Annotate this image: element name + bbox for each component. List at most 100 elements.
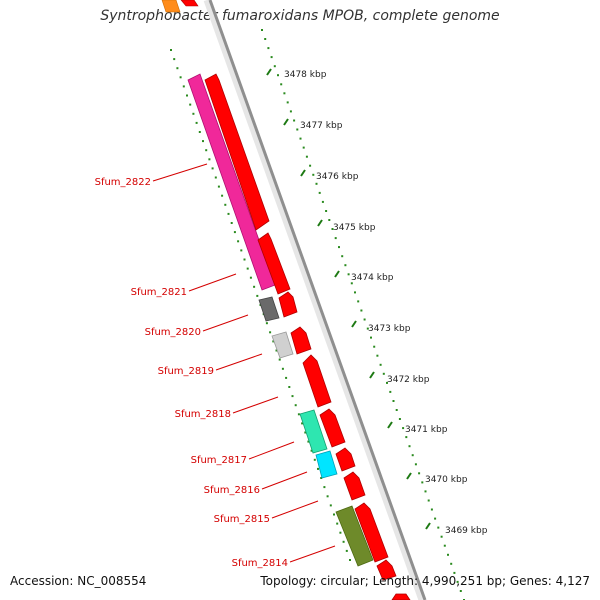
scale-label: 3473 kbp bbox=[368, 324, 411, 334]
scale-dot bbox=[421, 481, 424, 484]
scale-dot bbox=[443, 544, 446, 547]
scale-dot bbox=[354, 291, 356, 294]
gene-arrow-10[interactable] bbox=[376, 559, 397, 581]
gene-arrow-2[interactable] bbox=[257, 232, 291, 295]
scale-dot bbox=[313, 458, 316, 461]
gene-arrow-3[interactable] bbox=[278, 291, 298, 318]
scale-dot bbox=[329, 504, 332, 507]
map-title: Syntrophobacter fumaroxidans MPOB, compl… bbox=[100, 8, 500, 24]
gene-bar-sfum-2819[interactable] bbox=[271, 331, 294, 359]
scale-dot bbox=[370, 336, 372, 339]
topology-text: Topology: circular; Length: 4,990,251 bp… bbox=[260, 574, 590, 588]
gene-label-sfum-2817[interactable]: Sfum_2817 bbox=[191, 455, 247, 466]
scale-dot bbox=[373, 345, 376, 348]
gene-bar-sfum-2820[interactable] bbox=[258, 296, 280, 322]
scale-dot bbox=[208, 158, 211, 161]
scale-dot bbox=[453, 571, 456, 574]
scale-dot bbox=[398, 418, 401, 420]
scale-dot bbox=[349, 559, 351, 561]
scale-dot bbox=[437, 526, 440, 529]
scale-dot bbox=[240, 249, 243, 252]
scale-dot bbox=[376, 354, 379, 357]
scale-dot bbox=[414, 463, 417, 466]
gene-label-sfum-2822[interactable]: Sfum_2822 bbox=[95, 177, 151, 188]
scale-dot bbox=[170, 49, 172, 51]
scale-dot bbox=[434, 517, 437, 520]
gene-bar-sfum-2822[interactable] bbox=[187, 73, 276, 291]
scale-dot bbox=[402, 427, 405, 430]
scale-dot bbox=[272, 340, 275, 343]
scale-dot bbox=[447, 553, 449, 556]
scale-dot bbox=[214, 176, 217, 179]
scale-dot bbox=[227, 212, 230, 215]
scale-dot bbox=[310, 449, 313, 452]
scale-dot bbox=[341, 255, 344, 258]
scale-label: 3476 kbp bbox=[316, 172, 359, 182]
accession-text: Accession: NC_008554 bbox=[10, 574, 147, 588]
scale-dot bbox=[440, 535, 443, 538]
gene-label-sfum-2814[interactable]: Sfum_2814 bbox=[232, 558, 288, 569]
gene-top-orange[interactable] bbox=[161, 0, 181, 13]
scale-dot bbox=[302, 146, 305, 149]
scale-label: 3474 kbp bbox=[351, 273, 394, 283]
gene-label-sfum-2816[interactable]: Sfum_2816 bbox=[204, 485, 260, 496]
scale-dot bbox=[211, 167, 214, 170]
gene-bar-sfum-2817[interactable] bbox=[299, 409, 328, 454]
scale-dot bbox=[265, 322, 268, 325]
scale-dot bbox=[297, 413, 300, 416]
scale-dot bbox=[198, 131, 201, 133]
scale-dot bbox=[323, 486, 326, 489]
gene-arrow-9[interactable] bbox=[354, 502, 389, 563]
scale-dot bbox=[286, 101, 289, 104]
gene-label-sfum-2815[interactable]: Sfum_2815 bbox=[214, 514, 270, 525]
gene-label-sfum-2820[interactable]: Sfum_2820 bbox=[145, 327, 201, 338]
gene-arrow-7[interactable] bbox=[335, 447, 356, 472]
scale-dot bbox=[269, 331, 272, 334]
scale-ticks: 3478 kbp 3477 kbp 3476 kbp 3475 kbp 3474… bbox=[266, 68, 488, 536]
scale-dot bbox=[333, 513, 335, 516]
scale-dot bbox=[408, 445, 411, 448]
gene-labels: Sfum_2822 Sfum_2821 Sfum_2820 Sfum_2819 … bbox=[95, 163, 336, 569]
scale-dot bbox=[202, 140, 204, 143]
gene-bar-sfum-2814[interactable] bbox=[335, 505, 374, 567]
gene-arrow-11[interactable] bbox=[391, 593, 411, 600]
scale-dot bbox=[360, 309, 363, 312]
gene-bar-sfum-2816[interactable] bbox=[315, 450, 338, 479]
scale-dot bbox=[173, 58, 176, 61]
scale-label: 3470 kbp bbox=[425, 475, 468, 485]
scale-dot bbox=[386, 381, 388, 384]
gene-arrow-1[interactable] bbox=[204, 73, 270, 231]
forward-gene-arrows bbox=[204, 73, 411, 600]
scale-dot bbox=[205, 149, 208, 152]
gene-arrow-6[interactable] bbox=[319, 408, 346, 448]
scale-dot bbox=[427, 499, 430, 502]
gene-top-red[interactable] bbox=[180, 0, 199, 7]
gene-arrow-4[interactable] bbox=[290, 326, 312, 355]
scale-dot bbox=[309, 164, 312, 167]
scale-dot bbox=[411, 454, 414, 457]
scale-label: 3475 kbp bbox=[333, 223, 376, 233]
gene-arrow-5[interactable] bbox=[302, 354, 332, 408]
scale-dot bbox=[347, 273, 350, 276]
scale-dot bbox=[382, 372, 385, 375]
scale-dot bbox=[325, 210, 328, 212]
scale-dot bbox=[392, 400, 395, 402]
scale-dot bbox=[176, 67, 179, 70]
gene-label-sfum-2819[interactable]: Sfum_2819 bbox=[158, 366, 214, 377]
outer-scale-dotted-track bbox=[261, 29, 465, 600]
scale-dot bbox=[304, 431, 307, 434]
scale-label: 3478 kbp bbox=[284, 70, 327, 80]
scale-dot bbox=[293, 119, 296, 122]
scale-dot bbox=[296, 128, 299, 131]
gene-label-sfum-2821[interactable]: Sfum_2821 bbox=[131, 287, 187, 298]
scale-dot bbox=[336, 522, 339, 525]
scale-dot bbox=[405, 436, 408, 439]
scale-dot bbox=[395, 409, 398, 411]
scale-dot bbox=[459, 590, 462, 592]
scale-dot bbox=[288, 386, 291, 388]
gene-arrow-8[interactable] bbox=[343, 471, 366, 501]
scale-dot bbox=[261, 29, 263, 31]
gene-label-sfum-2818[interactable]: Sfum_2818 bbox=[175, 409, 231, 420]
scale-dot bbox=[273, 65, 276, 68]
scale-dot bbox=[342, 540, 345, 543]
